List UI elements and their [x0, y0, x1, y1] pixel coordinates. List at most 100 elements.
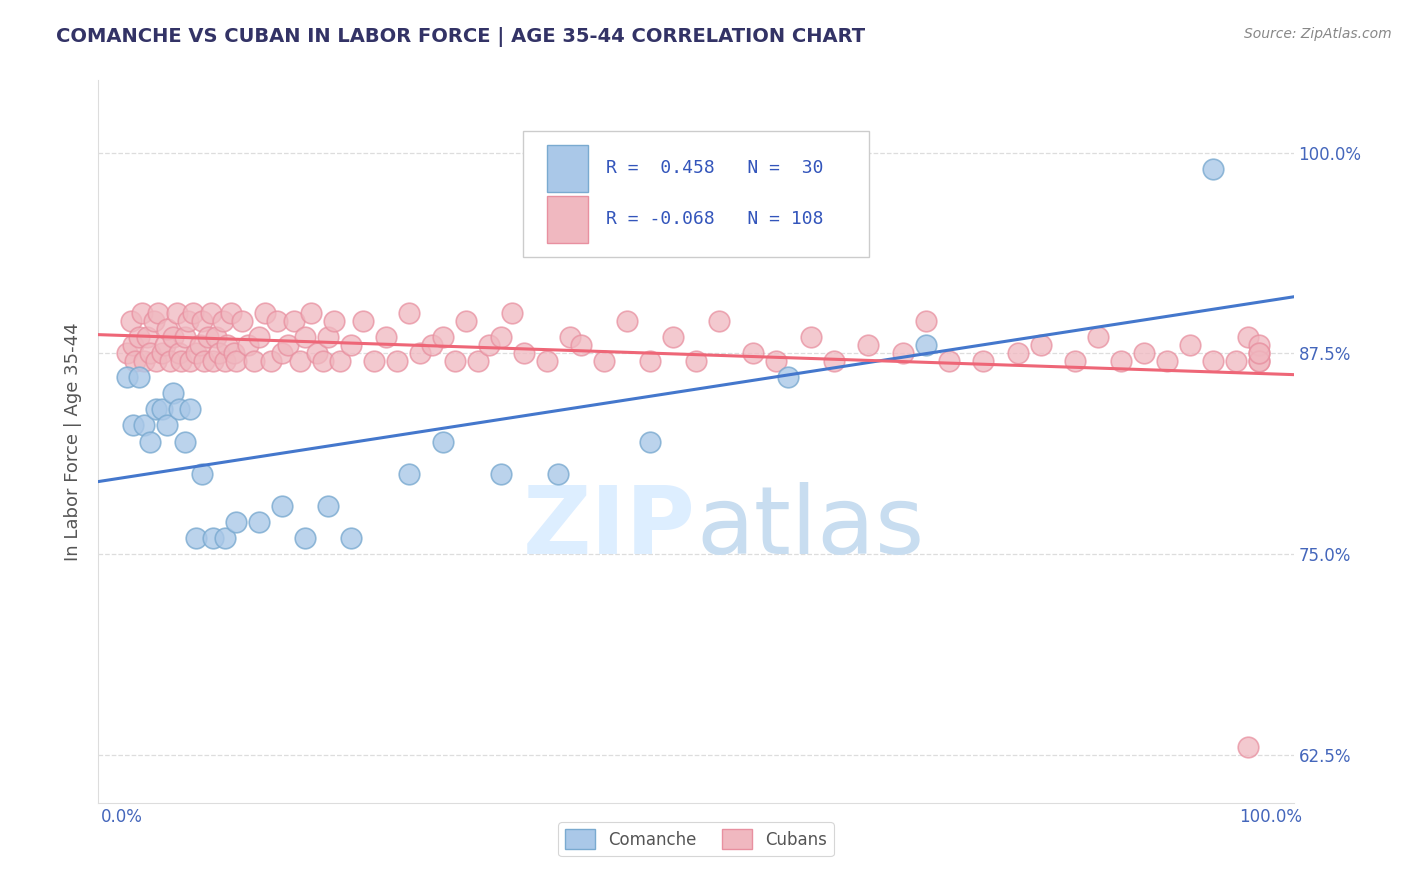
Point	[512, 346, 534, 360]
Point	[569, 338, 592, 352]
Point	[162, 330, 184, 344]
Point	[662, 330, 685, 344]
Point	[214, 354, 236, 368]
Bar	[547, 145, 589, 193]
Point	[181, 306, 204, 320]
Point	[1202, 354, 1225, 368]
Point	[1109, 354, 1132, 368]
Point	[352, 314, 374, 328]
Point	[938, 354, 960, 368]
Text: R =  0.458   N =  30: R = 0.458 N = 30	[606, 160, 824, 178]
Point	[294, 330, 316, 344]
Point	[231, 314, 253, 328]
Point	[1156, 354, 1178, 368]
Point	[385, 354, 409, 368]
Point	[202, 531, 225, 545]
Point	[489, 330, 512, 344]
Point	[184, 531, 207, 545]
Point	[398, 306, 420, 320]
Point	[914, 338, 936, 352]
Point	[685, 354, 707, 368]
Point	[558, 330, 581, 344]
Point	[277, 338, 299, 352]
Point	[1029, 338, 1052, 352]
FancyBboxPatch shape	[523, 131, 869, 257]
Point	[1087, 330, 1109, 344]
Point	[914, 314, 936, 328]
Point	[432, 434, 454, 449]
Point	[128, 330, 150, 344]
Point	[288, 354, 311, 368]
Y-axis label: In Labor Force | Age 35-44: In Labor Force | Age 35-44	[63, 322, 82, 561]
Point	[323, 314, 346, 328]
Point	[1236, 330, 1258, 344]
Point	[134, 354, 156, 368]
Point	[122, 338, 145, 352]
Point	[467, 354, 489, 368]
Point	[145, 402, 167, 417]
Point	[1225, 354, 1247, 368]
Point	[162, 386, 184, 401]
Point	[242, 354, 264, 368]
Point	[294, 531, 316, 545]
Point	[271, 499, 294, 513]
Point	[202, 354, 225, 368]
Point	[188, 338, 211, 352]
Point	[266, 314, 288, 328]
Point	[150, 402, 173, 417]
Point	[1236, 739, 1258, 754]
Point	[156, 322, 179, 336]
Point	[166, 306, 188, 320]
Point	[638, 434, 661, 449]
Point	[254, 306, 277, 320]
Text: R = -0.068   N = 108: R = -0.068 N = 108	[606, 210, 824, 228]
Point	[167, 346, 190, 360]
Bar	[547, 196, 589, 243]
Point	[432, 330, 454, 344]
Point	[891, 346, 914, 360]
Point	[142, 314, 165, 328]
Point	[247, 330, 270, 344]
Point	[225, 354, 247, 368]
Point	[311, 354, 333, 368]
Point	[191, 314, 214, 328]
Point	[139, 346, 162, 360]
Point	[1064, 354, 1087, 368]
Point	[236, 338, 259, 352]
Point	[1247, 354, 1270, 368]
Point	[153, 338, 176, 352]
Point	[340, 338, 363, 352]
Point	[247, 515, 270, 529]
Point	[800, 330, 823, 344]
Point	[179, 402, 201, 417]
Text: atlas: atlas	[696, 483, 924, 574]
Point	[1247, 354, 1270, 368]
Point	[742, 346, 765, 360]
Point	[148, 306, 170, 320]
Point	[260, 354, 283, 368]
Point	[363, 354, 385, 368]
Point	[139, 434, 162, 449]
Point	[128, 370, 150, 384]
Point	[638, 354, 661, 368]
Point	[134, 418, 156, 433]
Point	[329, 354, 352, 368]
Point	[340, 531, 363, 545]
Point	[145, 354, 167, 368]
Point	[1247, 338, 1270, 352]
Point	[823, 354, 845, 368]
Point	[858, 338, 880, 352]
Point	[150, 346, 173, 360]
Point	[120, 314, 142, 328]
Point	[776, 370, 799, 384]
Point	[489, 467, 512, 481]
Point	[456, 314, 478, 328]
Point	[211, 314, 233, 328]
Point	[1247, 346, 1270, 360]
Text: Source: ZipAtlas.com: Source: ZipAtlas.com	[1244, 27, 1392, 41]
Point	[115, 370, 138, 384]
Point	[616, 314, 638, 328]
Text: COMANCHE VS CUBAN IN LABOR FORCE | AGE 35-44 CORRELATION CHART: COMANCHE VS CUBAN IN LABOR FORCE | AGE 3…	[56, 27, 865, 46]
Point	[214, 531, 236, 545]
Point	[179, 354, 201, 368]
